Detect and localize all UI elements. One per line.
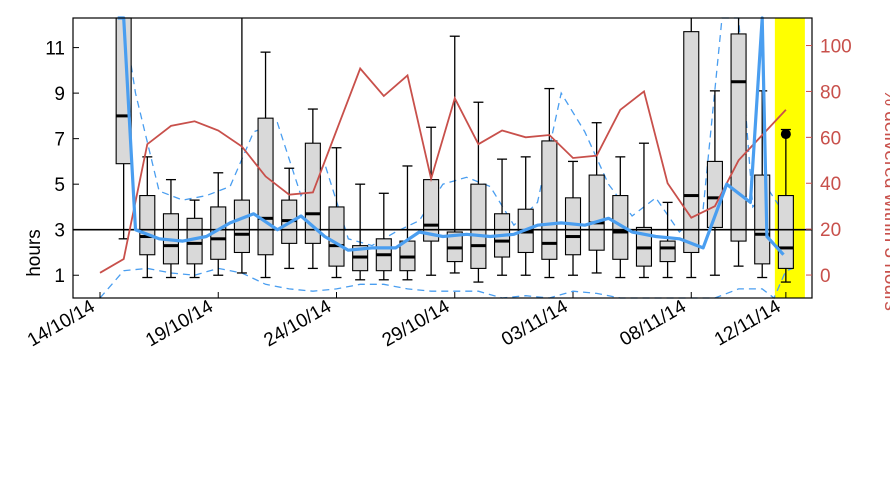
box-body: [683, 31, 700, 254]
box-body: [777, 195, 794, 269]
box-body: [257, 117, 274, 256]
box-3: [162, 178, 180, 279]
box-body: [233, 199, 250, 254]
lower-quantile-line: [99, 267, 794, 300]
box-22: [612, 156, 629, 279]
box-19: [541, 87, 558, 279]
box-16: [470, 101, 487, 283]
mean-hours-line: [117, 16, 785, 256]
latest-point-marker: [780, 129, 791, 140]
y-tick-label: 11: [45, 39, 65, 60]
y-tick-label: 9: [54, 84, 65, 105]
x-tick-label: 14/10/14: [24, 296, 99, 351]
box-29: [777, 128, 794, 283]
box-11: [352, 183, 369, 281]
quantile-lines: [99, 17, 794, 300]
box-body: [588, 174, 605, 251]
box-body: [139, 195, 156, 256]
y2-tick-label: 40: [820, 174, 841, 195]
y2-axis-label: % delivered within 3 hours: [880, 89, 890, 311]
box-24: [659, 201, 676, 279]
box-26: [706, 90, 723, 276]
box-13: [399, 165, 416, 281]
box-7: [257, 51, 274, 279]
box-body: [659, 240, 676, 263]
box-body: [612, 195, 629, 260]
box-body: [328, 206, 345, 267]
box-17: [494, 158, 511, 276]
box-15: [446, 35, 463, 274]
y-tick-label: 3: [54, 221, 65, 242]
x-tick-label: 24/10/14: [260, 296, 335, 351]
box-2: [139, 156, 156, 279]
box-body: [470, 183, 487, 269]
y2-tick-label: 80: [820, 82, 841, 103]
y-tick-label: 5: [54, 175, 65, 196]
box-6: [233, 18, 250, 274]
x-tick-label: 12/11/14: [711, 296, 785, 351]
y2-tick-label: 60: [820, 128, 841, 149]
x-tick-label: 03/11/14: [498, 296, 572, 351]
box-body: [730, 33, 747, 242]
box-plots: [115, 17, 794, 283]
box-20: [564, 160, 582, 276]
x-tick-label: 29/10/14: [379, 296, 454, 351]
box-23: [635, 142, 653, 279]
y-tick-label: 7: [54, 130, 65, 151]
x-tick-label: 08/11/14: [616, 296, 690, 351]
x-tick-label: 19/10/14: [142, 296, 217, 351]
box-body: [564, 197, 582, 256]
box-18: [517, 156, 534, 276]
y-tick-label: 1: [54, 266, 65, 287]
y2-tick-label: 20: [820, 220, 841, 241]
series-lines: [99, 16, 791, 274]
y2-tick-label: 100: [820, 37, 852, 58]
box-25: [683, 18, 700, 279]
percent-within-3h-line: [99, 66, 787, 274]
y-axis-label: hours: [24, 229, 45, 277]
plot-frame: [72, 17, 813, 299]
box-10: [328, 147, 345, 279]
upper-quantile-line: [123, 17, 787, 247]
box-5: [210, 172, 227, 276]
box-body: [541, 140, 558, 260]
y2-tick-label: 0: [820, 266, 831, 287]
box-14: [423, 126, 440, 276]
box-9: [304, 108, 321, 270]
box-12: [375, 192, 392, 281]
